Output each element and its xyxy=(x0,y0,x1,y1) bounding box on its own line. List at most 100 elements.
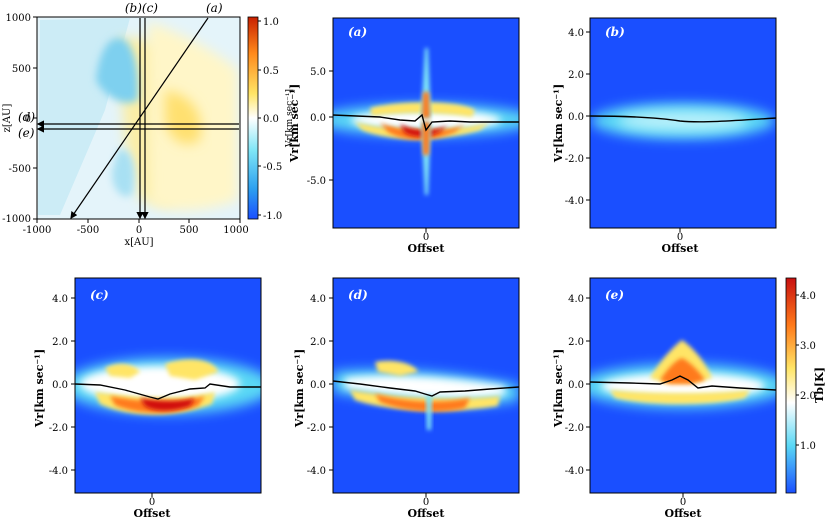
pv-panel-a: 5.0 0.0 -5.0 0 Offset Vr[km sec⁻¹] (a) xyxy=(288,17,520,255)
pv-d-xtick: 0 xyxy=(423,497,429,508)
pv-d-spike-down xyxy=(426,396,432,430)
map-ytick: -1000 xyxy=(2,214,31,225)
pv-a-lower-orange xyxy=(380,123,465,140)
tb-colorbar-ticks xyxy=(796,294,799,446)
pv-b-ytick: 2.0 xyxy=(568,70,584,81)
pv-e-velocity-curve xyxy=(590,375,776,391)
cut-label-e: (e) xyxy=(18,126,35,140)
tb-colorbar xyxy=(785,277,797,494)
tb-colorbar-tick: 1.0 xyxy=(800,441,816,452)
pv-e-ylabel: Vr[km sec⁻¹] xyxy=(552,349,565,428)
pv-b-velocity-curve xyxy=(590,115,776,123)
velocity-colorbar xyxy=(247,16,259,220)
pv-b-xlabel: Offset xyxy=(662,242,700,255)
velocity-colorbar-label: Vr[km sec⁻¹] xyxy=(285,89,295,148)
pv-a-ticks xyxy=(329,70,427,232)
velocity-map: -1000 -500 0 500 1000 1000 500 0 -500 -1… xyxy=(2,1,295,248)
pv-c-xlabel: Offset xyxy=(134,507,172,520)
pv-panel-b: 4.0 2.0 0.0 -2.0 -4.0 0 Offset Vr[km sec… xyxy=(552,17,777,255)
pv-e-ytick: -4.0 xyxy=(565,466,584,477)
pv-d-ticks xyxy=(329,297,427,497)
pv-c-ytick: 0.0 xyxy=(52,380,68,391)
cut-label-a: (a) xyxy=(206,1,223,15)
pv-e-ytick: 2.0 xyxy=(568,337,584,348)
pv-d-ytick: 4.0 xyxy=(310,294,326,305)
tb-colorbar-tick: 3.0 xyxy=(800,341,816,352)
map-tick-marks xyxy=(33,16,241,223)
pv-c-upper-left-emission xyxy=(105,363,140,378)
velocity-colorbar-tick: 0.5 xyxy=(263,66,279,77)
tb-colorbar-label: Tb[K] xyxy=(813,367,826,403)
pv-e-xtick: 0 xyxy=(680,497,686,508)
pv-a-ylabel: Vr[km sec⁻¹] xyxy=(288,84,301,163)
pv-c-lower-red xyxy=(140,398,195,411)
pv-a-ytick: 5.0 xyxy=(310,67,326,78)
velocity-colorbar-tick: 1.0 xyxy=(263,17,279,28)
map-cyan-blob-bottom xyxy=(112,149,135,197)
map-ytick: 1000 xyxy=(6,13,31,24)
pv-panel-d: 4.0 2.0 0.0 -2.0 -4.0 0 Offset Vr[km sec… xyxy=(293,277,520,520)
pv-b-ticks xyxy=(586,31,681,232)
pv-e-upper-orange xyxy=(660,358,705,384)
pv-a-spike-core-down xyxy=(422,122,430,155)
map-xtick: 500 xyxy=(179,225,198,236)
pv-b-ytick: 0.0 xyxy=(568,112,584,123)
pv-a-velocity-curve xyxy=(333,113,519,132)
pv-e-ytick: -2.0 xyxy=(565,423,584,434)
pv-b-ylabel: Vr[km sec⁻¹] xyxy=(552,84,565,163)
map-ytick: 500 xyxy=(12,64,31,75)
cut-label-bc: (b)(c) xyxy=(125,1,158,15)
pv-e-lower-yellow xyxy=(610,390,750,404)
map-xtick: -1000 xyxy=(23,225,52,236)
tb-colorbar-tick: 2.0 xyxy=(800,391,816,402)
pv-d-velocity-curve xyxy=(333,380,519,397)
map-xtick: 1000 xyxy=(223,225,248,236)
map-cyan-blob-top xyxy=(96,38,139,103)
pv-a-xtick: 0 xyxy=(423,232,429,243)
pv-d-upper-emission xyxy=(375,360,418,376)
pv-b-tag: (b) xyxy=(605,25,625,39)
pv-a-xlabel: Offset xyxy=(408,242,446,255)
pv-e-ytick: 4.0 xyxy=(568,294,584,305)
pv-d-ytick: 0.0 xyxy=(310,380,326,391)
pv-d-ytick: -2.0 xyxy=(307,423,326,434)
pv-c-ytick: 2.0 xyxy=(52,337,68,348)
pv-c-ytick: -4.0 xyxy=(49,466,68,477)
map-xlabel: x[AU] xyxy=(124,237,153,248)
pv-c-ytick: 4.0 xyxy=(52,294,68,305)
pv-c-upper-right-emission xyxy=(165,359,218,380)
cut-label-d: (d) xyxy=(18,110,35,124)
map-ytick: 0 xyxy=(25,114,31,125)
pv-c-ticks xyxy=(71,297,153,497)
pv-d-ytick: 2.0 xyxy=(310,337,326,348)
velocity-colorbar-tick: 0.0 xyxy=(263,114,279,125)
pv-panel-e: 4.0 2.0 0.0 -2.0 -4.0 0 Offset Vr[km sec… xyxy=(552,277,826,520)
pv-e-xlabel: Offset xyxy=(665,507,703,520)
map-xtick: 0 xyxy=(136,225,142,236)
pv-a-spike-core-up xyxy=(422,92,430,118)
pv-c-ylabel: Vr[km sec⁻¹] xyxy=(33,349,46,428)
velocity-colorbar-tick: -1.0 xyxy=(263,211,282,222)
velocity-colorbar-tick: -0.5 xyxy=(263,162,282,173)
pv-a-tag: (a) xyxy=(348,25,367,39)
pv-b-xtick: 0 xyxy=(677,232,683,243)
pv-d-lower-orange xyxy=(375,394,470,412)
velocity-colorbar-ticks xyxy=(258,20,261,216)
pv-d-xlabel: Offset xyxy=(408,507,446,520)
pv-a-ytick: -5.0 xyxy=(307,176,326,187)
pv-b-frame xyxy=(589,17,777,229)
map-ylabel: z[AU] xyxy=(2,104,13,133)
pv-c-xtick: 0 xyxy=(149,497,155,508)
map-yellow-core xyxy=(165,90,201,144)
pv-c-frame xyxy=(74,277,262,494)
pv-d-ylabel: Vr[km sec⁻¹] xyxy=(293,349,306,428)
pv-panel-c: 4.0 2.0 0.0 -2.0 -4.0 0 Offset Vr[km sec… xyxy=(33,277,262,520)
pv-e-tag: (e) xyxy=(605,288,624,302)
pv-c-tag: (c) xyxy=(90,288,109,302)
pv-c-ytick: -2.0 xyxy=(49,423,68,434)
pv-e-ticks xyxy=(586,297,684,497)
pv-d-tag: (d) xyxy=(348,288,368,302)
pv-c-velocity-curve xyxy=(75,383,261,400)
pv-b-ytick: 4.0 xyxy=(568,28,584,39)
